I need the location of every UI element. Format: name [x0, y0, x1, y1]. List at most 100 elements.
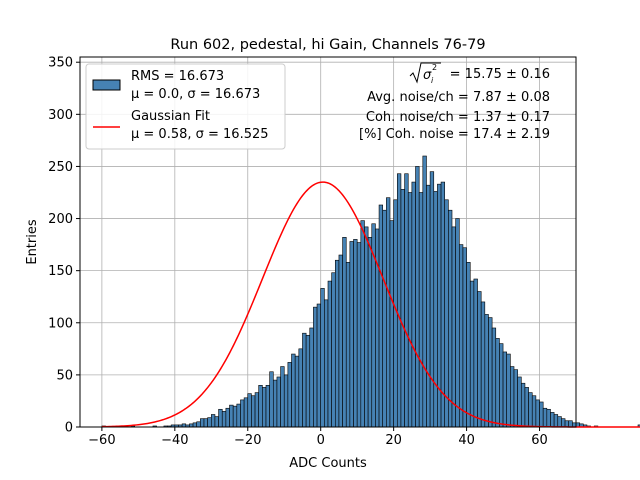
histogram-bar: [349, 241, 354, 428]
histogram-bar: [411, 181, 416, 428]
histogram-bar: [539, 401, 544, 428]
histogram-bar: [287, 362, 292, 428]
histogram-bar: [469, 280, 475, 428]
x-tick-label: −40: [161, 433, 188, 448]
histogram-bar: [342, 237, 347, 428]
legend-histogram-label-line1: RMS = 16.673: [131, 69, 224, 84]
histogram-bar: [386, 197, 391, 428]
histogram-bar: [451, 226, 456, 428]
histogram-bar: [553, 414, 559, 428]
histogram-bar: [345, 262, 351, 428]
x-axis-ticks: −60 −40 −20 0 20 40 60: [88, 427, 548, 448]
histogram-bar: [294, 355, 300, 428]
histogram-bar: [276, 376, 281, 428]
legend-histogram-swatch: [92, 79, 121, 91]
histogram-bar: [338, 254, 343, 428]
histogram-bar: [488, 317, 493, 428]
histogram-bar: [473, 278, 478, 428]
sigma-subscript: i: [431, 76, 434, 85]
histogram-bar: [251, 395, 256, 428]
x-tick-label: 0: [317, 433, 325, 448]
histogram-bar: [524, 387, 529, 428]
histogram-bar: [542, 407, 548, 428]
histogram-bar: [444, 199, 449, 428]
histogram-bar: [404, 173, 409, 428]
histogram-bar: [247, 393, 252, 428]
histogram-bar: [331, 272, 336, 428]
histogram-bar: [458, 244, 464, 428]
histogram-bar: [499, 343, 504, 428]
x-tick-label: −60: [88, 433, 115, 448]
histogram-bar: [564, 420, 570, 428]
histogram-bar: [561, 418, 566, 428]
histogram-bar: [520, 382, 526, 428]
histogram-bar: [440, 181, 446, 428]
histogram-bar: [429, 171, 435, 428]
histogram-bar: [531, 395, 537, 428]
sqrt-sigma-formula: σ i 2: [409, 62, 441, 85]
histogram-bar: [407, 192, 413, 428]
x-axis-label: ADC Counts: [289, 456, 367, 471]
legend-box: [85, 63, 286, 150]
histogram-bar: [334, 259, 340, 428]
histogram-bar: [258, 385, 263, 428]
histogram-bar: [353, 239, 358, 428]
legend: RMS = 16.673 μ = 0.0, σ = 16.673 Gaussia…: [85, 63, 286, 150]
histogram-bar: [517, 376, 522, 428]
y-tick-label: 250: [48, 160, 73, 175]
histogram-bar: [221, 411, 227, 428]
histogram-bar: [316, 303, 322, 428]
histogram-bar: [240, 399, 245, 428]
histogram-bar: [320, 288, 325, 428]
histogram-bar: [210, 414, 216, 428]
histogram-bar: [269, 371, 274, 428]
histogram-bar: [495, 338, 500, 428]
x-tick-label: 20: [385, 433, 402, 448]
histogram-bar: [422, 155, 427, 428]
y-tick-label: 300: [48, 108, 73, 123]
histogram-bar: [232, 405, 238, 428]
histogram-bar: [502, 351, 508, 428]
y-tick-label: 150: [48, 264, 73, 279]
histogram-bar: [491, 327, 497, 428]
histogram-bar: [313, 306, 318, 428]
histogram-bar: [225, 407, 230, 428]
sigma-symbol: σ: [423, 68, 432, 83]
histogram-bar: [480, 301, 486, 428]
sqrt-value-text: = 15.75 ± 0.16: [450, 67, 550, 82]
histogram-bar: [356, 242, 362, 428]
histogram-bar: [236, 403, 241, 428]
histogram-bar: [535, 399, 540, 428]
histogram-bar: [305, 334, 311, 428]
x-tick-label: 40: [458, 433, 475, 448]
histogram-bar: [557, 416, 562, 428]
histogram-bar: [396, 173, 402, 428]
histogram-bar: [455, 218, 460, 428]
plot-frame: [79, 56, 577, 428]
histogram-bar: [568, 420, 573, 428]
x-tick-label: −20: [234, 433, 261, 448]
histogram-bar: [291, 353, 296, 428]
legend-fit-label-line1: Gaussian Fit: [131, 109, 210, 124]
sigma-superscript: 2: [432, 63, 437, 72]
histogram-bar: [324, 299, 329, 428]
histogram-bar: [426, 184, 431, 428]
legend-histogram-label-line2: μ = 0.0, σ = 16.673: [131, 87, 260, 102]
histogram-bar: [214, 416, 219, 428]
coh-noise-text: Coh. noise/ch = 1.37 ± 0.17: [366, 110, 550, 125]
histogram-bar: [196, 421, 201, 428]
histogram-bar: [207, 417, 212, 428]
histogram-bar: [418, 192, 424, 428]
histogram-bar: [280, 366, 285, 428]
histogram-bar: [400, 189, 405, 428]
histogram-bar: [262, 387, 267, 428]
histogram-bar: [448, 209, 453, 428]
histogram-bar: [243, 397, 249, 428]
histogram-bar: [466, 262, 471, 428]
histogram-bar: [192, 422, 198, 428]
histogram-bar: [302, 332, 307, 428]
noise-annotations: σ i 2 = 15.75 ± 0.16 Avg. noise/ch = 7.8…: [359, 62, 550, 142]
histogram-bar: [272, 379, 278, 428]
y-axis-label: Entries: [25, 219, 40, 265]
